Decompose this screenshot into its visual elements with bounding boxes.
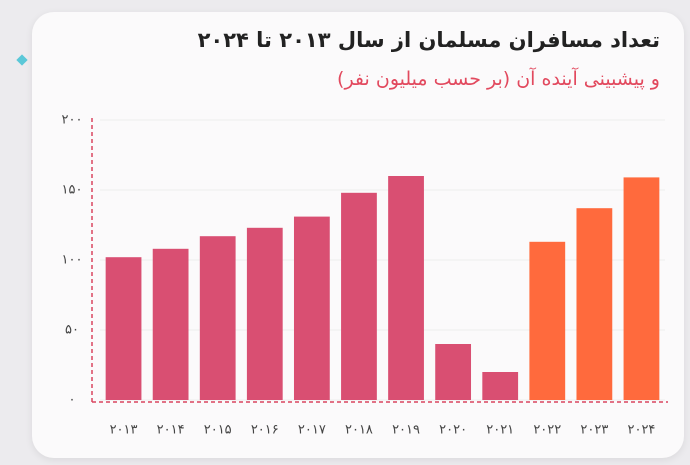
x-tick-label: ۲۰۱۳ [110, 423, 138, 438]
y-tick-label: ۱۵۰ [62, 183, 83, 198]
bar [153, 249, 189, 400]
y-tick-label: ۲۰۰ [62, 113, 83, 128]
bar [294, 217, 330, 400]
bar [200, 236, 236, 400]
bar [106, 257, 142, 400]
bar [247, 228, 283, 400]
x-tick-label: ۲۰۱۶ [251, 423, 279, 438]
x-tick-label: ۲۰۲۲ [533, 423, 561, 438]
x-tick-label: ۲۰۲۴ [627, 423, 655, 438]
x-tick-label: ۲۰۲۰ [439, 423, 467, 438]
y-tick-label: ۱۰۰ [62, 253, 83, 268]
bar [529, 242, 565, 400]
y-tick-label: ۰ [69, 393, 76, 408]
chart: ۰ ۵۰ ۱۰۰ ۱۵۰ ۲۰۰ ۲۰۱۳ ۲۰۱۴ ۲۰۱۵ ۲۰۱۶ ۲۰۱۷ ۲۰۱۸ ۲۰۱۹… [0, 0, 690, 465]
x-tick-label: ۲۰۱۹ [392, 423, 420, 438]
bar [482, 372, 518, 400]
x-tick-label: ۲۰۲۳ [580, 423, 608, 438]
x-tick-label: ۲۰۱۴ [157, 423, 185, 438]
x-tick-label: ۲۰۲۱ [486, 423, 514, 438]
x-tick-label: ۲۰۱۸ [345, 423, 373, 438]
bar [435, 344, 471, 400]
y-tick-label: ۵۰ [65, 323, 79, 338]
x-tick-label: ۲۰۱۵ [204, 423, 232, 438]
bar [624, 177, 660, 400]
x-tick-label: ۲۰۱۷ [298, 423, 326, 438]
page: تعداد مسافران مسلمان از سال ۲۰۱۳ تا ۲۰۲۴… [0, 0, 690, 465]
bar [388, 176, 424, 400]
bar [341, 193, 377, 400]
bar [576, 208, 612, 400]
